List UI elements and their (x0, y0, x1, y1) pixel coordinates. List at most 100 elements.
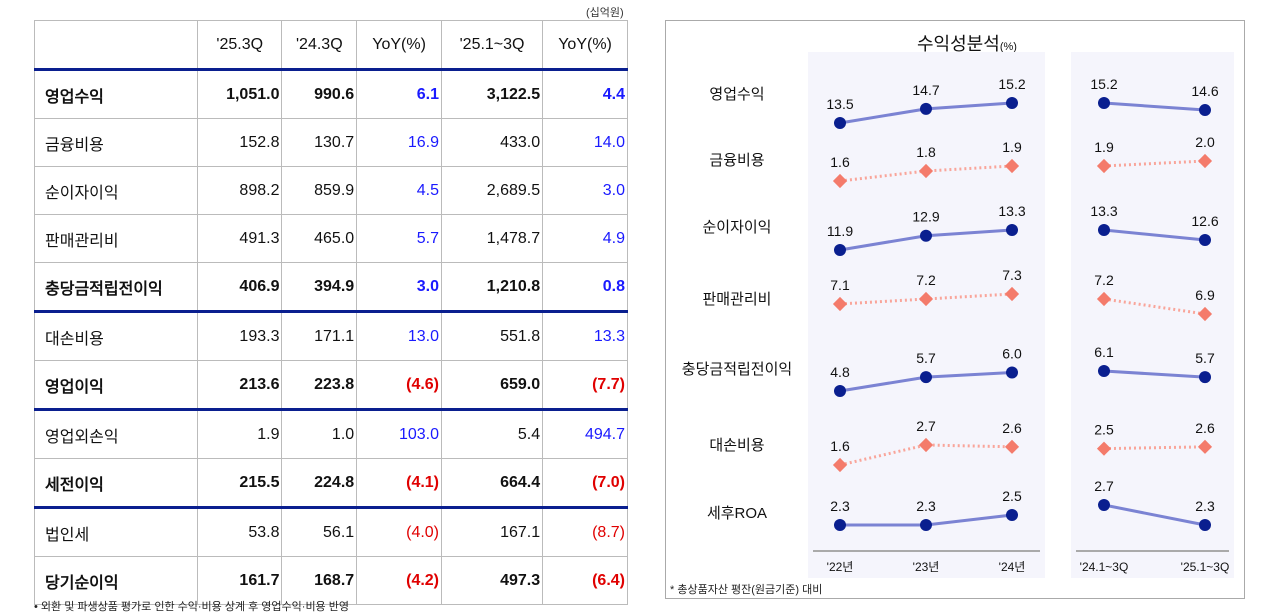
unit-label: (십억원) (586, 7, 624, 19)
data-label: 1.9 (1094, 139, 1114, 155)
data-label: 1.6 (830, 438, 850, 454)
data-point (1199, 104, 1211, 117)
data-point (1197, 439, 1213, 454)
table-row: 영업수익 1,051.0 990.6 6.1 3,122.5 4.4 (34, 68, 628, 119)
data-label: 14.7 (912, 82, 939, 98)
cell-value: 171.1 (281, 310, 358, 361)
cell-value: 152.8 (196, 118, 283, 167)
chart-title: 수익성분석(%) (917, 30, 1017, 56)
series-label: 영업수익 (709, 86, 764, 103)
series-line (839, 443, 1013, 467)
series-line (1103, 297, 1206, 316)
table-footnote: • 외환 및 파생상품 평가로 인한 수익·비용 상계 후 영업수익·비용 반영 (34, 601, 349, 613)
data-label: 6.9 (1195, 287, 1215, 303)
data-point (834, 117, 846, 129)
chart-panel (665, 20, 1245, 599)
column-header: YoY(%) (356, 20, 443, 70)
cell-value: 213.6 (196, 360, 283, 410)
data-label: 1.9 (1002, 139, 1022, 155)
table-row: 순이자이익 898.2 859.9 4.5 2,689.5 3.0 (34, 166, 628, 215)
series-line (1103, 101, 1206, 112)
cell-value: 1,051.0 (196, 68, 283, 119)
series-line (1103, 159, 1206, 168)
data-label: 5.7 (1195, 350, 1215, 366)
data-point (920, 371, 932, 384)
data-label: 13.3 (998, 203, 1025, 219)
data-label: 2.6 (1002, 420, 1022, 436)
row-label: 영업수익 (34, 68, 198, 119)
data-label: 2.5 (1094, 422, 1114, 438)
series-label: 금융비용 (709, 152, 764, 169)
cell-value: (4.2) (356, 556, 443, 605)
table-row: 충당금적립전이익 406.9 394.9 3.0 1,210.8 0.8 (34, 262, 628, 312)
data-point (1199, 371, 1211, 384)
column-header: '25.1~3Q (441, 20, 544, 70)
cell-value: 1.9 (196, 408, 283, 459)
cell-value: 898.2 (196, 166, 283, 215)
cell-value: 3,122.5 (441, 68, 544, 119)
data-label: 7.3 (1002, 267, 1022, 283)
series-line (1103, 503, 1206, 527)
row-label: 세전이익 (34, 458, 198, 508)
data-point (1098, 365, 1110, 377)
cell-value: 465.0 (281, 214, 358, 263)
data-point (1199, 519, 1211, 531)
data-point (1197, 153, 1213, 169)
cell-value: 859.9 (281, 166, 358, 215)
series-label: 대손비용 (709, 437, 764, 454)
data-label: 6.0 (1002, 346, 1022, 362)
data-point (1006, 509, 1018, 521)
row-label: 영업이익 (34, 360, 198, 410)
cell-value: (4.6) (356, 360, 443, 410)
cell-value: 223.8 (281, 360, 358, 410)
x-tick-label: '22년 (827, 560, 854, 574)
data-point (1006, 366, 1018, 379)
series-label: 판매관리비 (702, 291, 771, 308)
data-label: 7.2 (1094, 272, 1114, 288)
cell-value: 4.9 (542, 214, 628, 263)
series-line (1103, 445, 1206, 451)
data-label: 2.3 (830, 498, 850, 514)
column-header: YoY(%) (542, 20, 628, 70)
cell-value: 215.5 (196, 458, 283, 508)
data-label: 13.5 (826, 96, 853, 112)
cell-value: 497.3 (441, 556, 544, 605)
data-point (918, 163, 934, 179)
cell-value: 664.4 (441, 458, 544, 508)
x-tick-label: '25.1~3Q (1181, 560, 1230, 574)
row-label: 당기순이익 (34, 556, 198, 605)
data-point (1004, 158, 1020, 174)
data-label: 2.3 (916, 498, 936, 514)
data-label: 15.2 (998, 76, 1025, 92)
data-point (834, 519, 846, 531)
column-header: '25.3Q (196, 20, 283, 70)
data-point (918, 437, 934, 453)
data-point (1197, 306, 1213, 322)
data-point (1199, 234, 1211, 246)
cell-value: 5.7 (356, 214, 443, 263)
cell-value: 4.4 (542, 68, 628, 119)
data-label: 1.6 (830, 154, 850, 170)
data-point (832, 296, 848, 312)
table-row: 세전이익 215.5 224.8 (4.1) 664.4 (7.0) (34, 458, 628, 508)
data-label: 2.7 (1094, 478, 1114, 494)
cell-value: 168.7 (281, 556, 358, 605)
data-point (1004, 286, 1020, 302)
data-point (1004, 439, 1020, 454)
series-line (1103, 369, 1206, 379)
cell-value: 161.7 (196, 556, 283, 605)
row-label: 법인세 (34, 506, 198, 557)
cell-value: 3.0 (542, 166, 628, 215)
series-label: 순이자이익 (702, 219, 771, 236)
cell-value: 394.9 (281, 262, 358, 312)
data-label: 7.1 (830, 277, 850, 293)
data-label: 12.6 (1191, 213, 1218, 229)
data-label: 4.8 (830, 364, 850, 380)
cell-value: (4.0) (356, 506, 443, 557)
data-point (1096, 291, 1112, 307)
data-label: 12.9 (912, 209, 939, 225)
data-point (920, 102, 932, 115)
series-label: 충당금적립전이익 (682, 361, 792, 378)
data-point (1096, 441, 1112, 456)
table-row: 영업외손익 1.9 1.0 103.0 5.4 494.7 (34, 408, 628, 459)
